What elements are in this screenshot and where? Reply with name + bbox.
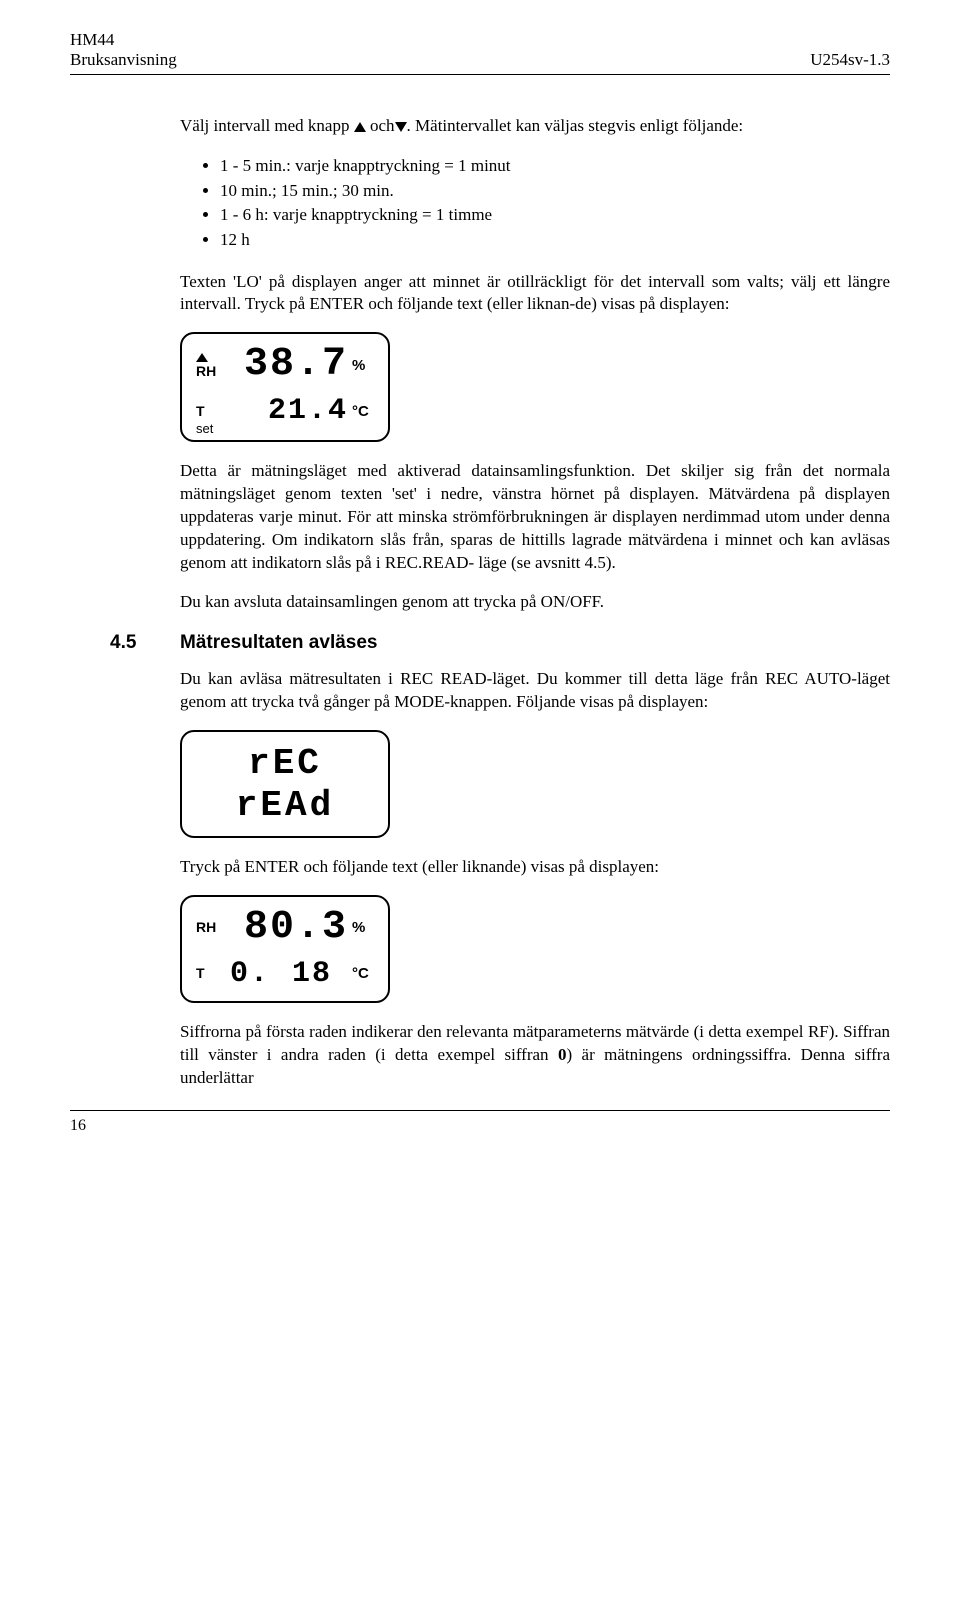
section-title: Mätresultaten avläses [180, 632, 378, 654]
lcd-display-1: RH 38.7 % T 21.4 °C set [180, 332, 390, 442]
rh-value: 80.3 [230, 908, 348, 948]
footer-rule [70, 1110, 890, 1111]
intro-text-a: Välj intervall med knapp [180, 116, 354, 135]
onoff-paragraph: Du kan avsluta datainsamlingen genom att… [180, 591, 890, 614]
lcd-display-3: RH 80.3 % T 0. 18 °C [180, 895, 390, 1003]
result-paragraph: Siffrorna på första raden indikerar den … [180, 1021, 890, 1090]
list-item: 12 h [220, 228, 890, 253]
t-value-b: 18 [292, 959, 332, 989]
triangle-down-icon [395, 122, 407, 132]
section-number: 4.5 [110, 632, 180, 654]
rh-value: 38.7 [230, 345, 348, 385]
t-value-a: 0. [230, 959, 270, 989]
page-number: 16 [70, 1117, 890, 1135]
t-label: T [196, 404, 205, 419]
doc-type: Bruksanvisning [70, 50, 177, 70]
list-item: 10 min.; 15 min.; 30 min. [220, 179, 890, 204]
header-row: HM44 Bruksanvisning U254sv-1.3 [70, 30, 890, 70]
rec-line2: rEAd [236, 785, 334, 826]
rec-read-paragraph: Du kan avläsa mätresultaten i REC READ-l… [180, 668, 890, 714]
lcd-display-2: rEC rEAd [180, 730, 390, 838]
t-value: 21.4 [230, 396, 348, 426]
list-item: 1 - 5 min.: varje knapptryckning = 1 min… [220, 154, 890, 179]
rh-unit: % [348, 357, 374, 374]
triangle-up-icon [354, 122, 366, 132]
enter-paragraph: Tryck på ENTER och följande text (eller … [180, 856, 890, 879]
rh-unit: % [348, 919, 374, 936]
measure-mode-paragraph: Detta är mätningsläget med aktiverad dat… [180, 460, 890, 575]
intro-paragraph: Välj intervall med knapp och . Mätinterva… [180, 115, 890, 138]
t-unit: °C [348, 965, 374, 982]
rh-label: RH [196, 364, 216, 379]
intro-text-b: och [366, 116, 395, 135]
t-label: T [196, 966, 205, 981]
set-label: set [196, 421, 213, 436]
lo-paragraph: Texten 'LO' på displayen anger att minne… [180, 271, 890, 317]
header-rule [70, 74, 890, 75]
section-heading: 4.5 Mätresultaten avläses [110, 632, 890, 654]
intro-text-c: . Mätintervallet kan väljas stegvis enli… [407, 116, 744, 135]
list-item: 1 - 6 h: varje knapptryckning = 1 timme [220, 203, 890, 228]
rh-label: RH [196, 920, 216, 935]
doc-version: U254sv-1.3 [810, 50, 890, 70]
rec-line1: rEC [248, 743, 322, 784]
triangle-up-icon [196, 353, 208, 362]
t-unit: °C [348, 403, 374, 420]
doc-model: HM44 [70, 30, 177, 50]
interval-list: 1 - 5 min.: varje knapptryckning = 1 min… [200, 154, 890, 253]
